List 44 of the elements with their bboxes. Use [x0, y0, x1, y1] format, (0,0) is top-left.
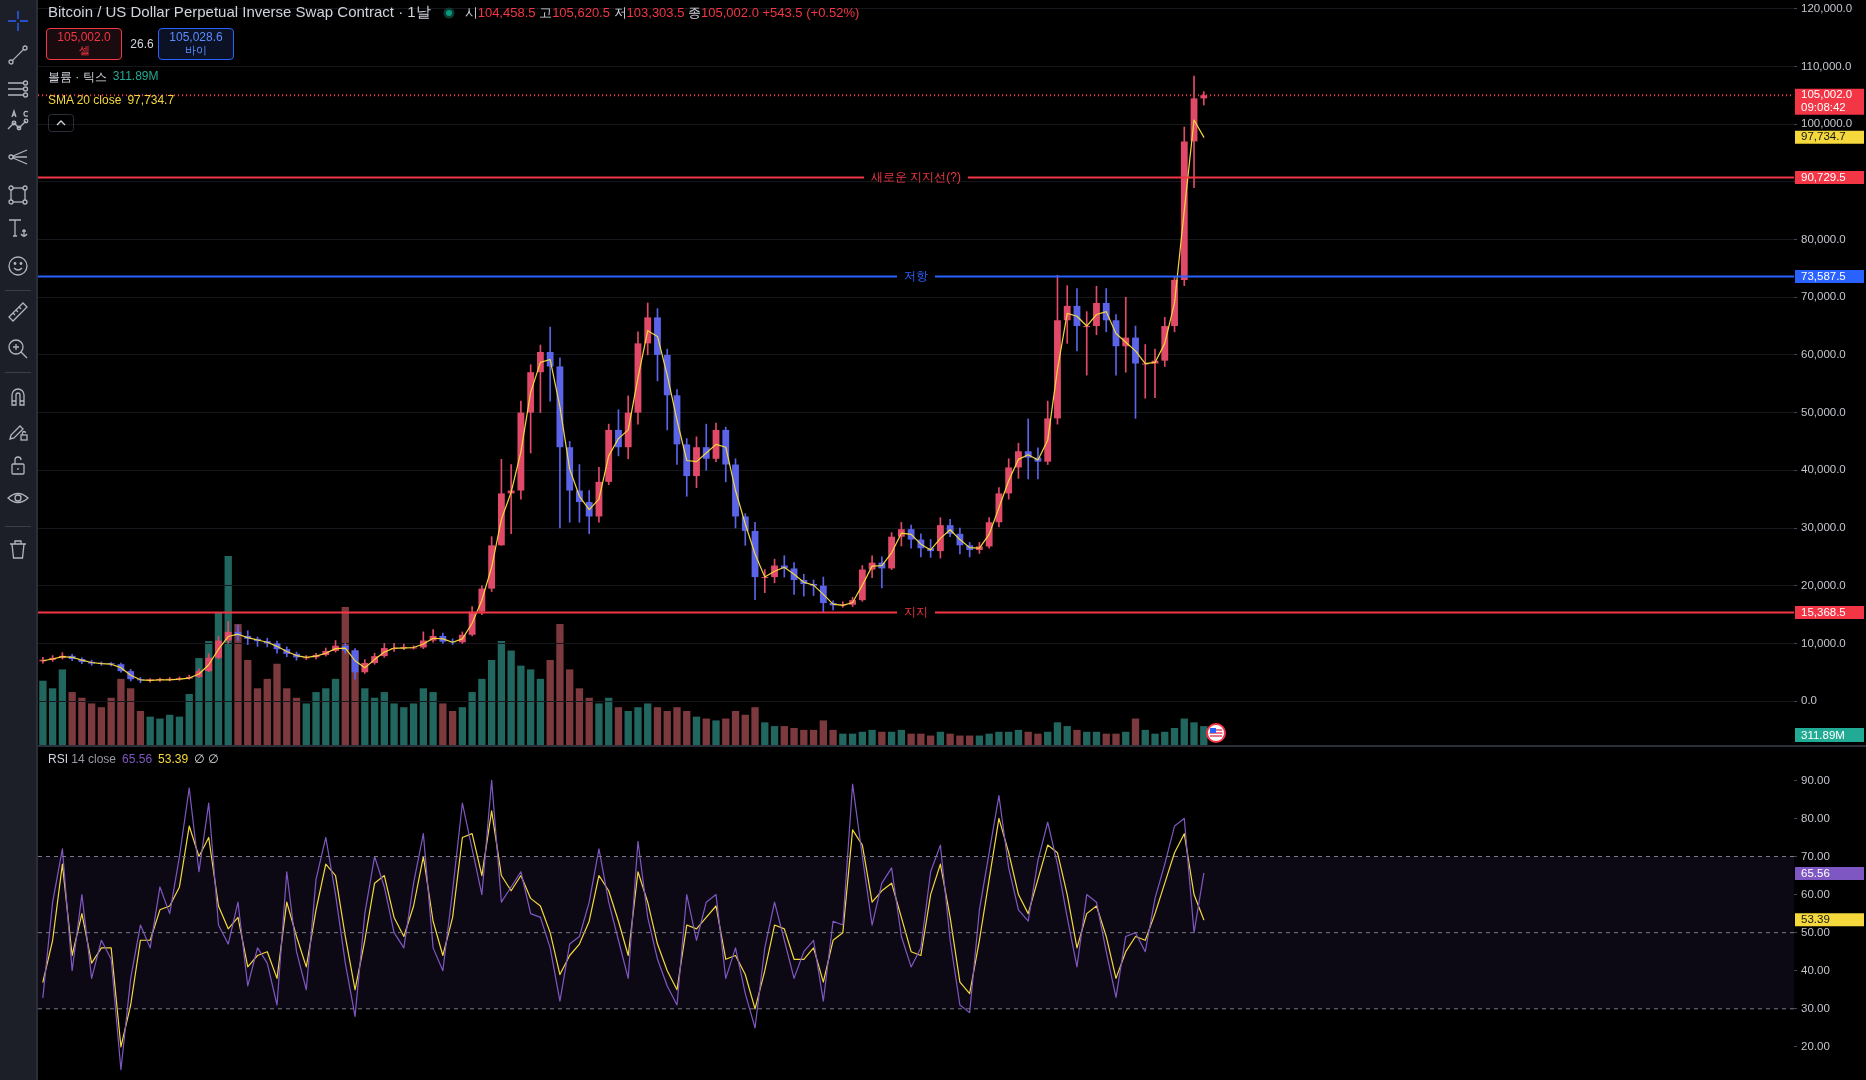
text: 53.39 [1801, 912, 1830, 925]
y-tick-label: 100,000.0 [1801, 117, 1853, 130]
y-tick-label: 60,000.0 [1801, 348, 1846, 361]
y-tick-label: 70,000.0 [1801, 290, 1846, 303]
y-tick-label: 70.00 [1801, 849, 1830, 862]
annotation: 26.6 [130, 36, 154, 51]
annotation: 105,028.6 바이 [169, 30, 223, 57]
y-tick-label: 80.00 [1801, 811, 1830, 824]
y-tick-label: 20,000.0 [1801, 578, 1846, 591]
annotation: 105,002.0 셀 [57, 30, 111, 57]
y-tick-label: 50.00 [1801, 925, 1830, 938]
chart-title: 볼륨 · 틱스 [48, 69, 107, 86]
text: 311.89M [1801, 728, 1845, 742]
chart-title: RSI 14 close [48, 752, 117, 766]
text: 311.89M [112, 69, 159, 83]
annotation: 65.56 [122, 752, 153, 766]
text: 90,729.5 [1801, 170, 1846, 183]
text: 65.56 [1801, 866, 1830, 879]
y-tick-label: 60.00 [1801, 887, 1830, 900]
ref-line-label: 지지 [904, 604, 928, 619]
chart-title: Bitcoin / US Dollar Perpetual Inverse Swap Contract · 1날 [48, 3, 431, 22]
text: 73,587.5 [1801, 269, 1846, 282]
y-tick-label: 20.00 [1801, 1040, 1830, 1053]
annotation: 53.39 [158, 752, 189, 766]
annotation: 97,734.7 [127, 93, 175, 107]
y-tick-label: 40.00 [1801, 963, 1830, 976]
y-tick-label: 90.00 [1801, 773, 1830, 786]
text: 105,002.0 09:08:42 [1801, 88, 1853, 114]
chart-subtitle: 시104,458.5 고105,620.5 저103,303.5 종105,002.0 +543.5 (+0.52%) [464, 4, 860, 20]
y-tick-label: 80,000.0 [1801, 232, 1846, 245]
text: 15,368.5 [1801, 605, 1846, 618]
y-tick-label: 30,000.0 [1801, 521, 1846, 534]
y-tick-label: 50,000.0 [1801, 405, 1846, 418]
annotation: ∅ ∅ [194, 752, 219, 766]
y-tick-label: 0.0 [1801, 694, 1817, 707]
text: SMA 20 close [48, 93, 122, 107]
y-tick-label: 10,000.0 [1801, 636, 1846, 649]
ref-line-label: 새로운 지지선(?) [871, 169, 961, 184]
y-tick-label: 110,000.0 [1801, 59, 1852, 72]
ref-line-label: 저항 [904, 268, 928, 283]
y-tick-label: 120,000.0 [1801, 1, 1853, 14]
text: 97,734.7 [1801, 130, 1846, 143]
y-tick-label: 30.00 [1801, 1001, 1830, 1014]
y-tick-label: 40,000.0 [1801, 463, 1846, 476]
